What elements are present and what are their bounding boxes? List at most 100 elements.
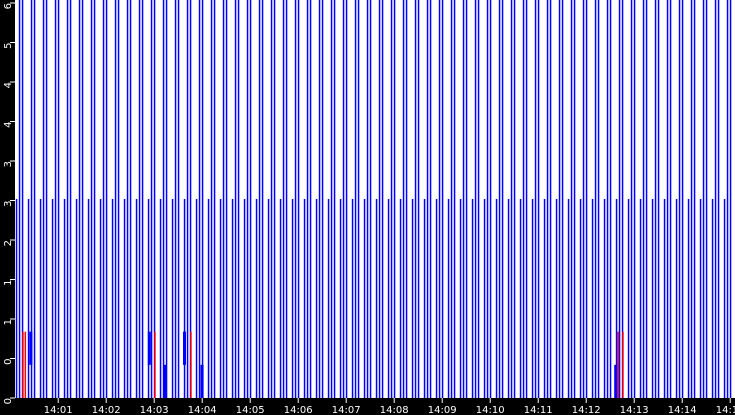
y-tick-label: 4 — [3, 82, 14, 88]
short-bar — [363, 199, 366, 398]
short-bar — [447, 199, 450, 398]
tall-bar — [165, 0, 168, 398]
tall-bar — [249, 0, 252, 398]
tall-bar — [162, 0, 165, 398]
tall-bar — [378, 0, 381, 398]
tall-bar — [21, 0, 24, 398]
short-bar — [387, 199, 390, 398]
x-tick-label: 14:04 — [188, 405, 217, 415]
short-bar — [351, 199, 354, 398]
short-bar — [723, 199, 726, 398]
x-tick-label: 14:11 — [524, 405, 553, 415]
tall-bar — [366, 0, 369, 398]
tall-bar — [198, 0, 201, 398]
tall-bar — [693, 0, 696, 398]
tall-bar — [669, 0, 672, 398]
short-bar — [615, 199, 618, 398]
short-bar — [543, 199, 546, 398]
tall-bar — [462, 0, 465, 398]
short-bar — [567, 199, 570, 398]
short-bar — [159, 199, 162, 398]
x-tick-label: 14:15 — [716, 405, 735, 415]
short-bar — [231, 199, 234, 398]
short-bar — [75, 199, 78, 398]
tall-bar — [354, 0, 357, 398]
y-tick-label: 5 — [3, 43, 14, 49]
short-bar — [135, 199, 138, 398]
tall-bar — [585, 0, 588, 398]
tall-bar — [582, 0, 585, 398]
tall-bar — [345, 0, 348, 398]
tall-bar — [438, 0, 441, 398]
tall-bar — [330, 0, 333, 398]
tall-bar — [510, 0, 513, 398]
short-bar — [123, 199, 126, 398]
tall-bar — [426, 0, 429, 398]
short-bar — [627, 199, 630, 398]
tall-bar — [393, 0, 396, 398]
tall-bar — [141, 0, 144, 398]
tall-bar — [258, 0, 261, 398]
tall-bar — [630, 0, 633, 398]
marker-bar — [614, 364, 618, 398]
y-tick-label: 1 — [3, 280, 14, 286]
tall-bar — [333, 0, 336, 398]
short-bar — [555, 199, 558, 398]
short-bar — [195, 199, 198, 398]
tall-bar — [621, 0, 624, 398]
tall-bar — [138, 0, 141, 398]
tall-bar — [717, 0, 720, 398]
tall-bar — [234, 0, 237, 398]
tall-bar — [126, 0, 129, 398]
short-bar — [483, 199, 486, 398]
tall-bar — [654, 0, 657, 398]
tall-bar — [666, 0, 669, 398]
tall-bar — [294, 0, 297, 398]
short-bar — [435, 199, 438, 398]
y-tick-label: 0 — [3, 398, 14, 404]
short-bar — [639, 199, 642, 398]
short-bar — [303, 199, 306, 398]
short-bar — [291, 199, 294, 398]
tall-bar — [702, 0, 705, 398]
tall-bar — [405, 0, 408, 398]
y-tick-label: 3 — [3, 161, 14, 167]
short-bar — [207, 199, 210, 398]
short-bar — [339, 199, 342, 398]
tall-bar — [306, 0, 309, 398]
x-tick-label: 14:05 — [236, 405, 265, 415]
tall-bar — [282, 0, 285, 398]
short-bar — [147, 199, 150, 398]
tall-bar — [645, 0, 648, 398]
short-bar — [591, 199, 594, 398]
tall-bar — [402, 0, 405, 398]
tall-bar — [678, 0, 681, 398]
tall-bar — [633, 0, 636, 398]
tall-bar — [261, 0, 264, 398]
y-tick-label: 1 — [3, 319, 14, 325]
plot-area — [15, 0, 735, 398]
short-bar — [27, 199, 30, 398]
tall-bar — [357, 0, 360, 398]
tall-bar — [42, 0, 45, 398]
tall-bar — [222, 0, 225, 398]
tall-bar — [117, 0, 120, 398]
tall-bar — [597, 0, 600, 398]
tall-bar — [321, 0, 324, 398]
marker-bar — [147, 331, 151, 365]
tall-bar — [501, 0, 504, 398]
tall-bar — [618, 0, 621, 398]
short-bar — [411, 199, 414, 398]
short-bar — [171, 199, 174, 398]
short-bar — [327, 199, 330, 398]
tall-bar — [546, 0, 549, 398]
marker-bar — [22, 331, 24, 398]
tall-bar — [681, 0, 684, 398]
tall-bar — [66, 0, 69, 398]
tall-bar — [477, 0, 480, 398]
x-tick-label: 14:10 — [476, 405, 505, 415]
tall-bar — [594, 0, 597, 398]
short-bar — [99, 199, 102, 398]
tall-bar — [486, 0, 489, 398]
tall-bar — [153, 0, 156, 398]
